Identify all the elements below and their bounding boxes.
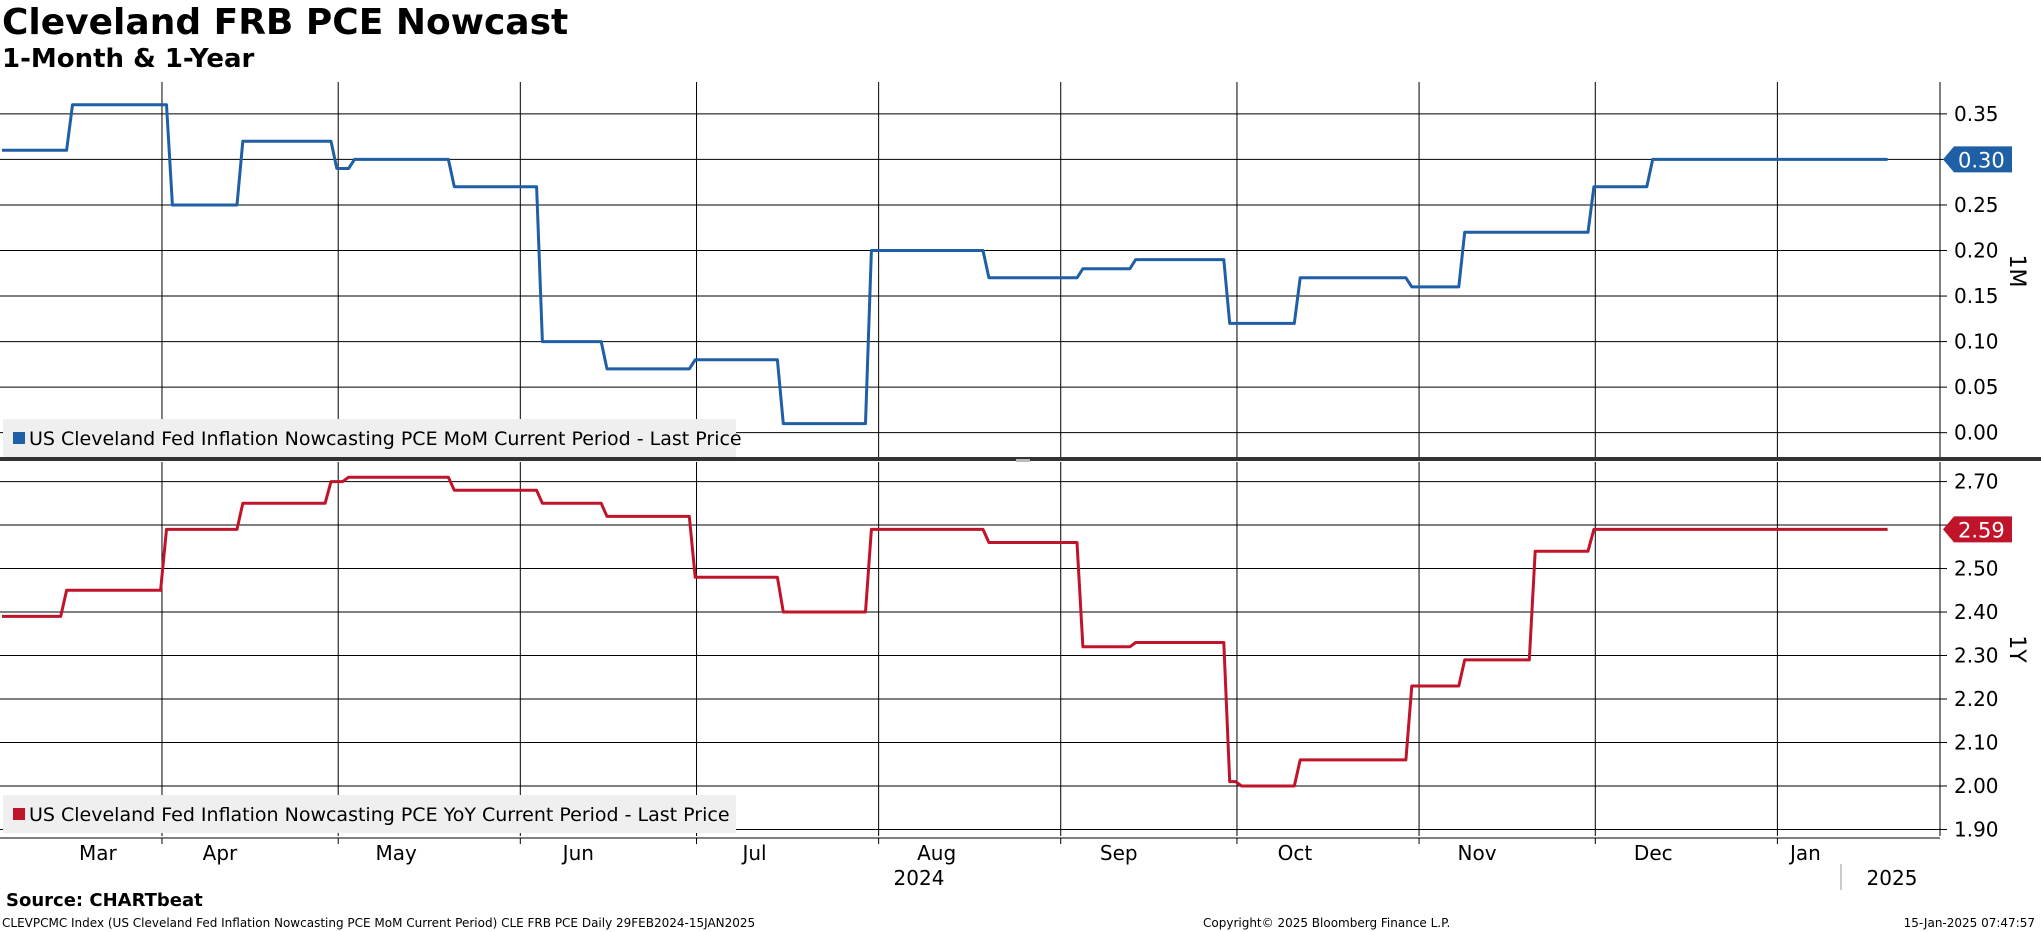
y-axis-title: 1Y [2004, 635, 2029, 663]
y-axis-title: 1M [2004, 255, 2029, 288]
index-description: CLEVPCMC Index (US Cleveland Fed Inflati… [2, 916, 756, 930]
last-value-label: 0.30 [1958, 148, 2005, 172]
x-month-label: Jul [740, 841, 766, 865]
legend-swatch [13, 808, 25, 820]
y-tick-label: 2.10 [1954, 731, 1999, 755]
x-month-label: Mar [79, 841, 118, 865]
y-tick-label: 0.20 [1954, 239, 1999, 263]
x-month-label: Nov [1458, 841, 1497, 865]
y-tick-label: 0.00 [1954, 421, 1999, 445]
y-tick-label: 0.25 [1954, 193, 1999, 217]
y-tick-label: 0.05 [1954, 375, 1999, 399]
y-tick-label: 2.30 [1954, 644, 1999, 668]
x-month-label: May [376, 841, 418, 865]
timestamp: 15-Jan-2025 07:47:57 [1903, 916, 2035, 930]
legend-box [3, 419, 736, 457]
last-value-label: 2.59 [1958, 518, 2005, 542]
y-tick-label: 2.50 [1954, 557, 1999, 581]
panel-resize-handle [1016, 459, 1030, 462]
x-month-label: Jun [561, 841, 594, 865]
legend-label: US Cleveland Fed Inflation Nowcasting PC… [29, 804, 730, 826]
series-line [2, 103, 1888, 426]
y-tick-label: 2.20 [1954, 687, 1999, 711]
y-tick-label: 2.40 [1954, 600, 1999, 624]
y-tick-label: 0.15 [1954, 284, 1999, 308]
x-year-label: 2024 [894, 866, 945, 890]
chart-title: Cleveland FRB PCE Nowcast [2, 2, 569, 43]
source-note: Source: CHARTbeat [6, 890, 203, 911]
x-month-label: Sep [1100, 841, 1138, 865]
x-month-label: Oct [1278, 841, 1313, 865]
x-year-label: 2025 [1867, 866, 1918, 890]
y-tick-label: 2.70 [1954, 470, 1999, 494]
chart-subtitle: 1-Month & 1-Year [2, 44, 255, 74]
x-month-label: Dec [1634, 841, 1673, 865]
x-month-label: Jan [1788, 841, 1821, 865]
y-tick-label: 0.35 [1954, 102, 1999, 126]
legend-box [3, 795, 736, 833]
copyright-note: Copyright© 2025 Bloomberg Finance L.P. [1203, 916, 1451, 930]
legend-swatch [13, 432, 25, 444]
x-month-label: Aug [917, 841, 956, 865]
y-tick-label: 0.10 [1954, 330, 1999, 354]
series-line [2, 475, 1888, 788]
y-tick-label: 1.90 [1954, 817, 1999, 841]
y-tick-label: 2.00 [1954, 774, 1999, 798]
last-value-badge [1943, 516, 2012, 543]
last-value-badge [1943, 146, 2012, 173]
legend-label: US Cleveland Fed Inflation Nowcasting PC… [29, 428, 742, 450]
x-month-label: Apr [203, 841, 238, 865]
